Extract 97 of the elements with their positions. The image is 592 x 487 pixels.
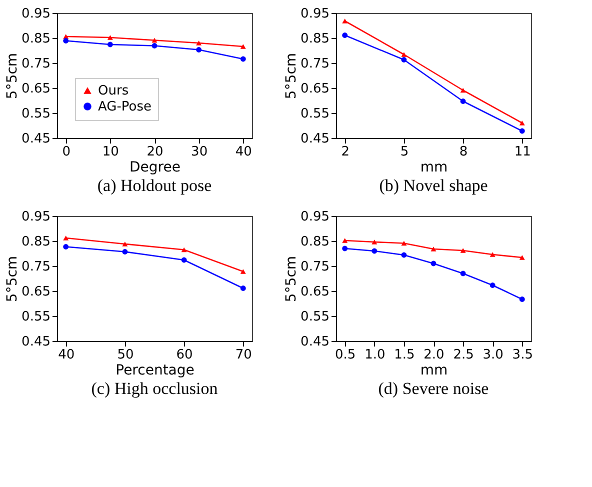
x-tick-label: 2.5 xyxy=(453,348,474,362)
point xyxy=(460,88,466,93)
x-tick-label: 0.5 xyxy=(335,348,356,362)
y-tick-label: 0.65 xyxy=(22,284,50,300)
point xyxy=(490,252,496,257)
x-tick-label: 0 xyxy=(62,144,71,160)
point xyxy=(181,247,187,252)
point xyxy=(519,120,525,126)
x-tick-label: 50 xyxy=(117,348,134,362)
y-tick-label: 0.65 xyxy=(300,284,330,300)
point xyxy=(63,244,69,250)
x-axis-title: mm xyxy=(420,160,448,176)
y-tick-label: 0.45 xyxy=(300,132,330,146)
point xyxy=(460,270,466,276)
y-tick-label: 0.75 xyxy=(300,56,330,72)
point xyxy=(519,255,525,260)
x-axis-title: Degree xyxy=(130,160,180,176)
x-tick-label: 30 xyxy=(191,144,208,160)
x-tick-label: 8 xyxy=(459,144,468,160)
point xyxy=(152,38,158,43)
point xyxy=(63,38,69,44)
y-axis-title: 5°5cm xyxy=(4,256,21,302)
point xyxy=(372,248,378,254)
point xyxy=(196,47,202,52)
point xyxy=(372,240,378,244)
y-tick-label: 0.85 xyxy=(22,32,50,46)
text: (d) Severe noise xyxy=(378,379,489,398)
point xyxy=(342,238,348,243)
x-tick-label: 5 xyxy=(400,144,409,160)
legend-label: Ours xyxy=(98,84,129,98)
y-axis-title: 5°5cm xyxy=(4,52,21,100)
y-tick-label: 0.45 xyxy=(300,334,330,350)
y-tick-label: 0.65 xyxy=(300,82,330,96)
y-tick-label: 0.55 xyxy=(300,310,330,324)
y-tick-label: 0.55 xyxy=(300,106,330,122)
point xyxy=(401,57,407,62)
legend-label: AG-Pose xyxy=(98,100,152,114)
y-tick-label: 0.95 xyxy=(300,210,330,224)
y-tick-label: 0.95 xyxy=(22,6,50,22)
point xyxy=(240,56,246,62)
x-tick-label: 1.0 xyxy=(364,348,386,362)
point xyxy=(152,43,158,48)
y-tick-label: 0.95 xyxy=(300,6,330,22)
y-axis-title: 5°5cm xyxy=(284,256,300,302)
x-tick-label: 11 xyxy=(514,144,531,160)
point xyxy=(107,35,113,40)
y-axis-title: 5°5cm xyxy=(284,52,300,100)
point xyxy=(401,52,407,57)
point xyxy=(342,18,348,24)
point xyxy=(430,246,436,252)
y-tick-label: 0.55 xyxy=(22,310,50,324)
point xyxy=(519,296,525,302)
y-tick-label: 0.85 xyxy=(300,32,330,46)
point xyxy=(107,42,113,48)
y-tick-label: 0.45 xyxy=(22,132,50,146)
point xyxy=(342,32,348,38)
x-tick-label: 3.5 xyxy=(512,348,533,362)
point xyxy=(196,40,202,46)
text: (a) Holdout pose xyxy=(97,176,212,195)
y-tick-label: 0.75 xyxy=(22,260,50,274)
y-tick-label: 0.55 xyxy=(22,106,50,122)
point xyxy=(519,128,525,134)
x-tick-label: 2 xyxy=(341,144,350,160)
y-tick-label: 0.95 xyxy=(22,210,50,224)
y-tick-label: 0.65 xyxy=(22,82,50,96)
y-tick-label: 0.45 xyxy=(22,334,50,350)
x-tick-label: 40 xyxy=(58,348,75,362)
y-tick-label: 0.75 xyxy=(22,56,50,72)
x-tick-label: 40 xyxy=(235,144,252,160)
text: (c) High occlusion xyxy=(91,379,218,398)
point xyxy=(401,240,407,246)
point xyxy=(460,248,466,253)
point xyxy=(181,257,187,263)
y-tick-label: 0.75 xyxy=(300,260,330,274)
y-tick-label: 0.85 xyxy=(22,234,50,250)
text: (b) Novel shape xyxy=(379,176,488,195)
x-tick-label: 2.0 xyxy=(424,348,444,362)
x-tick-label: 1.5 xyxy=(394,348,415,362)
x-tick-label: 60 xyxy=(176,348,193,362)
x-tick-label: 20 xyxy=(146,144,164,160)
point xyxy=(460,98,466,104)
point xyxy=(240,269,246,274)
point xyxy=(430,260,436,266)
point xyxy=(63,236,69,240)
point xyxy=(490,282,496,288)
x-tick-label: 10 xyxy=(102,144,119,160)
y-tick-label: 0.85 xyxy=(300,234,330,250)
x-tick-label: 3.0 xyxy=(482,348,504,362)
point xyxy=(240,286,246,291)
point xyxy=(401,252,407,258)
point xyxy=(342,246,348,252)
point xyxy=(240,44,246,49)
point xyxy=(122,242,128,246)
x-axis-title: Percentage xyxy=(116,362,194,378)
x-tick-label: 70 xyxy=(235,348,252,362)
point xyxy=(122,249,128,254)
x-axis-title: mm xyxy=(420,362,448,378)
